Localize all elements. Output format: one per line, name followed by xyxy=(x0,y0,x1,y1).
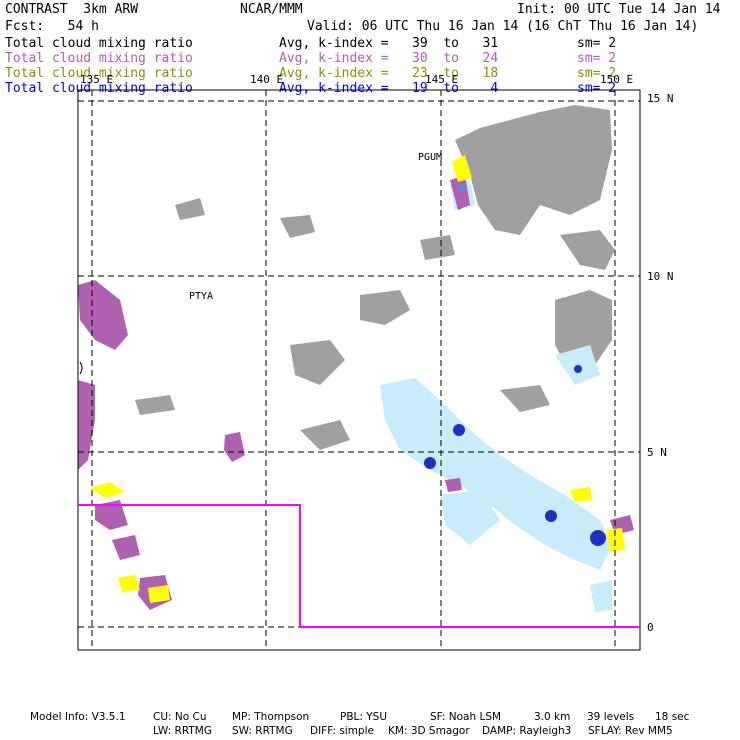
longwave-scheme: LW: RRTMG xyxy=(153,725,212,737)
legend-range: Avg, k-index = 39 to 31 xyxy=(279,36,499,51)
coastline xyxy=(79,361,83,375)
cumulus-scheme: CU: No Cu xyxy=(153,711,207,723)
legend-range: Avg, k-index = 19 to 4 xyxy=(279,81,499,96)
vertical-levels: 39 levels xyxy=(587,711,635,723)
cloud-layer-gray xyxy=(135,105,615,450)
shortwave-scheme: SW: RRTMG xyxy=(232,725,293,737)
lon-label: 145 E xyxy=(425,73,459,86)
legend-smooth: sm= 2 xyxy=(577,51,617,66)
lon-label: 150 E xyxy=(600,73,634,86)
map-frame xyxy=(77,89,641,651)
valid-time: Valid: 06 UTC Thu 16 Jan 14 (16 ChT Thu … xyxy=(307,19,699,34)
lat-label: 15 N xyxy=(647,92,674,105)
model-version: Model Info: V3.5.1 xyxy=(30,711,126,723)
surface-layer-option: SFLAY: Rev MM5 xyxy=(588,725,673,737)
legend-range: Avg, k-index = 23 to 18 xyxy=(279,66,499,81)
legend-range: Avg, k-index = 30 to 24 xyxy=(279,51,499,66)
init-time: Init: 00 UTC Tue 14 Jan 14 xyxy=(517,2,721,17)
forecast-map xyxy=(77,89,641,651)
legend-smooth: sm= 2 xyxy=(577,36,617,51)
lat-label: 10 N xyxy=(647,270,674,283)
lon-label: 135 E xyxy=(80,73,114,86)
microphysics-scheme: MP: Thompson xyxy=(232,711,310,723)
product-title: CONTRAST 3km ARW xyxy=(5,2,139,17)
surface-scheme: SF: Noah LSM xyxy=(430,711,502,723)
lat-label: 5 N xyxy=(647,446,667,459)
legend-field: Total cloud mixing ratio xyxy=(5,36,193,51)
legend-field: Total cloud mixing ratio xyxy=(5,66,193,81)
damping-option: DAMP: Rayleigh3 xyxy=(482,725,572,737)
station-label: PTYA xyxy=(189,291,214,302)
cloud-layer-blue xyxy=(424,184,606,546)
diffusion-option: DIFF: simple xyxy=(310,725,374,737)
timestep: 18 sec xyxy=(655,711,690,723)
legend-smooth: sm= 2 xyxy=(577,66,617,81)
legend-field: Total cloud mixing ratio xyxy=(5,81,193,96)
graticule xyxy=(78,90,640,650)
lat-label: 0 xyxy=(647,621,654,634)
km-option: KM: 3D Smagor xyxy=(388,725,470,737)
region-boundary xyxy=(78,504,640,628)
pbl-scheme: PBL: YSU xyxy=(340,711,388,723)
lon-label: 140 E xyxy=(250,73,284,86)
cloud-layer-purple xyxy=(78,175,634,610)
station-label: PGUM xyxy=(418,152,443,163)
forecast-hour: Fcst: 54 h xyxy=(5,19,99,34)
legend-field: Total cloud mixing ratio xyxy=(5,51,193,66)
legend-smooth: sm= 2 xyxy=(577,81,617,96)
organization: NCAR/MMM xyxy=(240,2,303,17)
grid-spacing: 3.0 km xyxy=(534,711,571,723)
